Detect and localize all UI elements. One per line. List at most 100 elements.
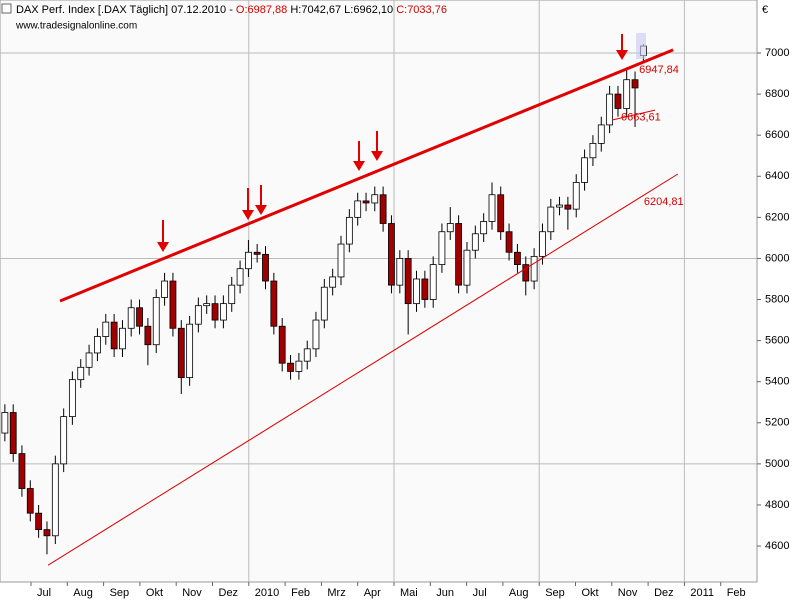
- x-tick-label: Sep: [545, 587, 565, 599]
- candle-body: [421, 278, 429, 300]
- candle-body: [539, 231, 546, 257]
- candle-body: [480, 221, 488, 235]
- x-tick-label: Apr: [364, 587, 381, 599]
- x-tick-label: Mai: [400, 587, 418, 599]
- candle-body: [68, 379, 76, 418]
- x-tick-label: 2011: [690, 587, 714, 599]
- candle-body: [581, 157, 588, 183]
- candle-body: [404, 258, 412, 305]
- candle-body: [102, 321, 110, 337]
- y-tick-label: 6800: [765, 88, 789, 100]
- x-tick-label: Feb: [727, 587, 746, 599]
- candle-body: [547, 206, 555, 233]
- candle-body: [597, 124, 605, 144]
- candle-body: [211, 303, 219, 321]
- candle-body: [228, 284, 236, 305]
- candle-body: [505, 231, 513, 253]
- candle-body: [413, 278, 420, 305]
- y-tick-label: 7000: [765, 47, 789, 59]
- x-tick-label: Nov: [182, 587, 202, 599]
- candle-body: [270, 280, 278, 327]
- candle-body: [446, 223, 454, 233]
- y-tick-label: 5400: [765, 376, 789, 388]
- x-tick-label: Nov: [618, 587, 638, 599]
- candle-body: [26, 488, 34, 514]
- y-tick-label: 4600: [765, 540, 789, 552]
- source: www.tradesignalonline.com: [15, 21, 137, 32]
- candle-body: [144, 325, 152, 346]
- y-tick-label: 5200: [765, 417, 789, 429]
- plot-area: [0, 0, 758, 583]
- candle-body: [463, 249, 471, 286]
- x-tick-label: Aug: [73, 587, 93, 599]
- candle-body: [564, 204, 572, 210]
- candle-body: [127, 307, 135, 329]
- icon: [1, 3, 12, 14]
- candle-body: [136, 307, 143, 327]
- candle-body: [455, 223, 463, 286]
- candle-body: [169, 280, 177, 329]
- candle-body: [262, 253, 269, 282]
- candle-body: [203, 303, 211, 307]
- candle-body: [186, 323, 194, 378]
- candle-body: [388, 223, 395, 286]
- y-tick-label: 6000: [765, 252, 789, 264]
- grid: [0, 0, 757, 582]
- x-tick-label: 2010: [255, 587, 279, 599]
- header: DAX Perf. Index [.DAX Täglich] 07.12.201…: [16, 4, 447, 16]
- candle-body: [161, 280, 168, 298]
- candle-body: [51, 463, 59, 537]
- x-tick-label: Okt: [582, 587, 599, 599]
- currency: €: [762, 4, 768, 16]
- candle-body: [522, 264, 530, 282]
- candle-body: [354, 200, 362, 218]
- x-tick-label: Dez: [219, 587, 239, 599]
- candle-body: [194, 305, 202, 325]
- candle-body: [77, 366, 85, 381]
- candle-body: [43, 529, 51, 537]
- candle-body: [429, 264, 437, 300]
- candles: [1, 44, 647, 555]
- candle-body: [379, 194, 387, 224]
- candle-body: [253, 251, 261, 255]
- candle-body: [606, 93, 614, 126]
- candle-body: [85, 352, 93, 368]
- candle-body: [287, 362, 294, 372]
- candle-body: [60, 416, 68, 465]
- candle-body: [320, 286, 328, 321]
- candle-body: [572, 182, 580, 210]
- highlight: [636, 33, 646, 59]
- candle-body: [345, 216, 353, 245]
- candle-body: [236, 268, 244, 286]
- candle-body: [35, 512, 43, 531]
- x-tick-label: Dez: [654, 587, 674, 599]
- candle-body: [589, 142, 597, 159]
- candle-body: [152, 297, 160, 346]
- x-tick-label: Sep: [110, 587, 130, 599]
- y-tick-label: 6600: [765, 129, 789, 141]
- candle-body: [530, 255, 538, 282]
- trendline-label: 6204,81: [644, 196, 684, 208]
- candle-body: [110, 321, 118, 350]
- trendline-label: 6947,84: [639, 64, 679, 76]
- candle-body: [295, 360, 303, 372]
- arrows: [157, 34, 628, 252]
- trendline: [59, 48, 674, 303]
- x-tick-label: Feb: [291, 587, 310, 599]
- candle-body: [438, 231, 446, 266]
- candle-body: [278, 325, 286, 364]
- x-tick-label: Jun: [436, 587, 454, 599]
- candle-body: [303, 348, 311, 362]
- candle-body: [119, 327, 126, 350]
- candle-body: [497, 194, 505, 233]
- candle-body: [337, 243, 345, 278]
- candle-body: [329, 276, 337, 288]
- candle-body: [396, 258, 404, 286]
- candle-body: [614, 93, 622, 109]
- trendline-label: 6663,61: [621, 112, 661, 124]
- candle-body: [9, 412, 17, 455]
- x-tick-label: Mrz: [327, 587, 345, 599]
- candle-body: [312, 319, 320, 350]
- candle-body: [631, 79, 639, 89]
